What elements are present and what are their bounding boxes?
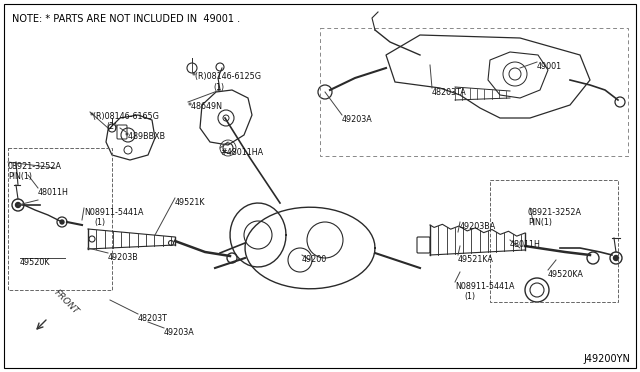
Text: 49203A: 49203A (164, 328, 195, 337)
Bar (8, 148, 112, 290)
Circle shape (614, 256, 618, 260)
Text: #48011HA: #48011HA (220, 148, 263, 157)
Text: (2): (2) (106, 122, 117, 131)
Text: PIN(1): PIN(1) (8, 172, 32, 181)
Text: 08921-3252A: 08921-3252A (8, 162, 62, 171)
Text: 49203A: 49203A (342, 115, 372, 124)
Text: N08911-5441A: N08911-5441A (455, 282, 515, 291)
Text: *(R)08146-6165G: *(R)08146-6165G (90, 112, 160, 121)
Text: 49001: 49001 (537, 62, 562, 71)
Text: 49520KA: 49520KA (548, 270, 584, 279)
Text: N08911-5441A: N08911-5441A (84, 208, 143, 217)
Text: (1): (1) (94, 218, 105, 227)
Text: *(R)08146-6125G: *(R)08146-6125G (192, 72, 262, 81)
Text: J49200YN: J49200YN (583, 354, 630, 364)
Text: (1): (1) (464, 292, 475, 301)
Text: 08921-3252A: 08921-3252A (528, 208, 582, 217)
Text: PIN(1): PIN(1) (528, 218, 552, 227)
Bar (490, 180, 618, 302)
Text: 48011H: 48011H (38, 188, 69, 197)
Text: 49521KA: 49521KA (458, 255, 494, 264)
Text: 49200: 49200 (302, 255, 327, 264)
Text: *48649N: *48649N (188, 102, 223, 111)
Circle shape (15, 202, 20, 208)
Text: NOTE: * PARTS ARE NOT INCLUDED IN  49001 .: NOTE: * PARTS ARE NOT INCLUDED IN 49001 … (12, 14, 240, 24)
Text: 49520K: 49520K (20, 258, 51, 267)
Bar (320, 28, 628, 156)
Text: 48203T: 48203T (138, 314, 168, 323)
Text: (1): (1) (213, 83, 224, 92)
Text: *489BBXB: *489BBXB (125, 132, 166, 141)
Text: 49203B: 49203B (108, 253, 139, 262)
Text: 49203BA: 49203BA (460, 222, 496, 231)
Text: 49521K: 49521K (175, 198, 205, 207)
Text: 48011H: 48011H (510, 240, 541, 249)
Text: FRONT: FRONT (52, 288, 80, 316)
Circle shape (60, 220, 64, 224)
Text: 48203TA: 48203TA (432, 88, 467, 97)
